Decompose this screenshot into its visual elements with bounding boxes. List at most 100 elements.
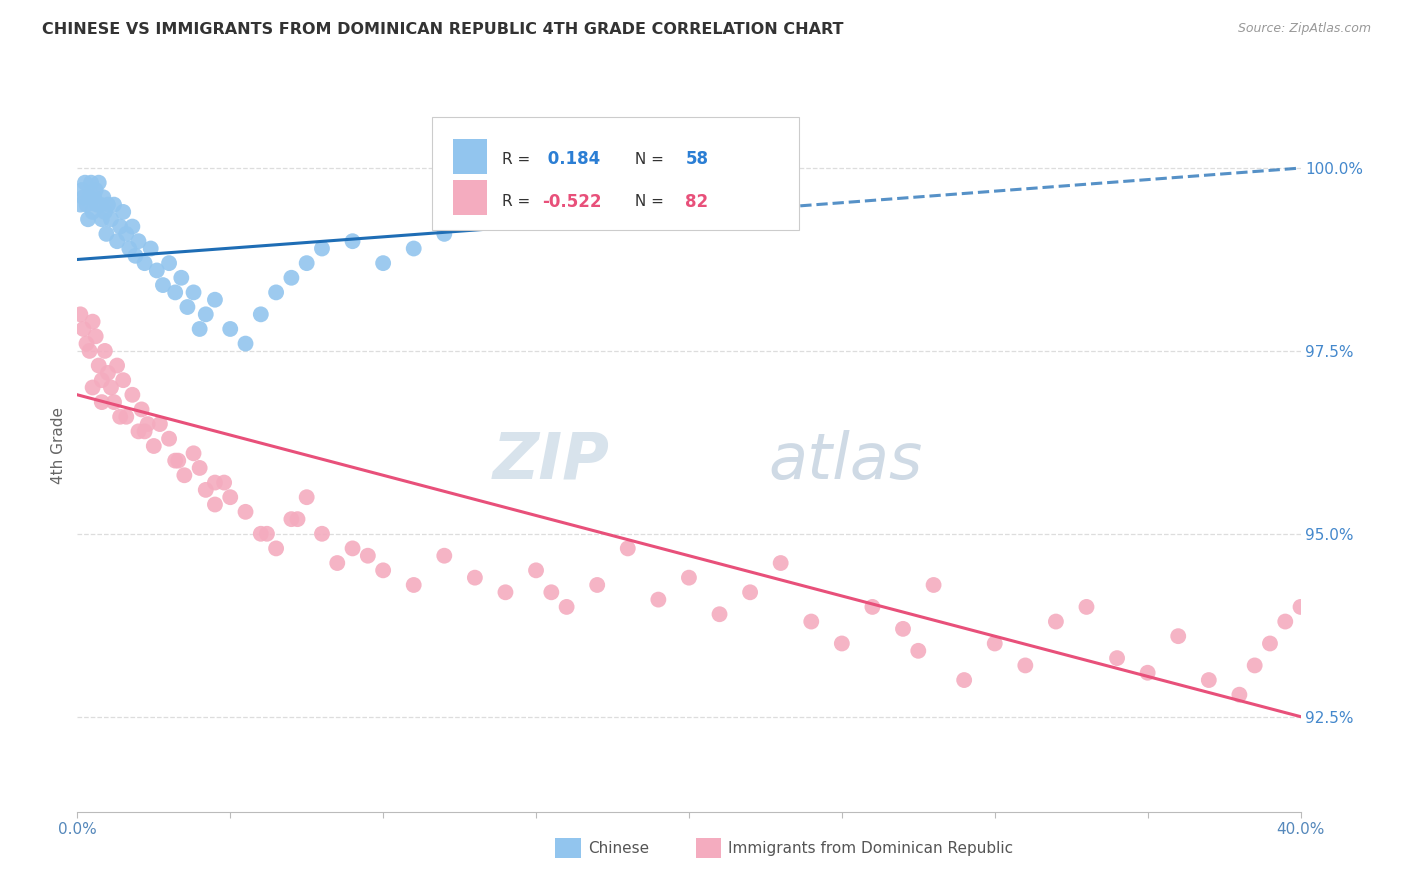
Point xyxy=(72,322,94,336)
Point xyxy=(157,256,180,270)
Point xyxy=(86,197,108,211)
Point xyxy=(1107,651,1129,665)
Point xyxy=(83,190,105,204)
Point xyxy=(121,219,143,234)
Point xyxy=(183,285,205,300)
Point xyxy=(1136,665,1159,680)
Text: 0.184: 0.184 xyxy=(543,150,600,169)
Point xyxy=(402,242,425,256)
Point xyxy=(167,453,190,467)
Point xyxy=(524,563,547,577)
Point xyxy=(84,329,107,343)
Point xyxy=(311,242,333,256)
Point xyxy=(740,585,762,599)
Text: R =: R = xyxy=(502,194,534,210)
Point xyxy=(1258,636,1281,650)
Point xyxy=(77,212,100,227)
Point xyxy=(235,505,257,519)
Point xyxy=(280,270,302,285)
Point xyxy=(69,307,91,321)
Text: 58: 58 xyxy=(685,150,709,169)
Point xyxy=(84,183,107,197)
Point xyxy=(678,176,700,190)
Point xyxy=(464,212,486,227)
Point xyxy=(250,526,273,541)
Text: 82: 82 xyxy=(685,193,709,211)
Point xyxy=(800,615,823,629)
Point xyxy=(121,388,143,402)
Point xyxy=(204,498,226,512)
Text: R =: R = xyxy=(502,152,534,167)
Point xyxy=(264,285,287,300)
Text: N =: N = xyxy=(630,194,669,210)
Point xyxy=(139,242,162,256)
Point xyxy=(69,197,91,211)
Point xyxy=(142,439,165,453)
Point xyxy=(433,227,456,241)
Text: atlas: atlas xyxy=(769,430,922,491)
Point xyxy=(100,212,122,227)
Point xyxy=(112,373,135,387)
Point xyxy=(433,549,456,563)
Point xyxy=(235,336,257,351)
Point xyxy=(1289,599,1312,614)
Point xyxy=(371,256,394,270)
Point xyxy=(72,190,94,204)
Point xyxy=(105,359,128,373)
Point xyxy=(128,425,150,439)
Point xyxy=(311,526,333,541)
Point xyxy=(87,359,110,373)
Point xyxy=(617,541,640,556)
Point xyxy=(82,205,104,219)
Point xyxy=(89,197,111,211)
Point xyxy=(555,190,578,204)
Point xyxy=(146,263,169,277)
Text: CHINESE VS IMMIGRANTS FROM DOMINICAN REPUBLIC 4TH GRADE CORRELATION CHART: CHINESE VS IMMIGRANTS FROM DOMINICAN REP… xyxy=(42,22,844,37)
Point xyxy=(97,197,120,211)
Point xyxy=(128,234,150,248)
Point xyxy=(357,549,380,563)
Text: Source: ZipAtlas.com: Source: ZipAtlas.com xyxy=(1237,22,1371,36)
Point xyxy=(188,322,211,336)
Point xyxy=(79,343,101,358)
Point xyxy=(1167,629,1189,643)
Point xyxy=(1229,688,1251,702)
Point xyxy=(219,490,242,504)
Point xyxy=(134,256,156,270)
Point xyxy=(108,219,131,234)
Point xyxy=(76,197,98,211)
Point xyxy=(280,512,302,526)
Point xyxy=(82,380,104,394)
Point xyxy=(862,599,884,614)
Point xyxy=(984,636,1007,650)
Point xyxy=(342,234,364,248)
Text: Immigrants from Dominican Republic: Immigrants from Dominican Republic xyxy=(728,841,1014,855)
Point xyxy=(165,285,187,300)
Point xyxy=(250,307,273,321)
Point xyxy=(1014,658,1036,673)
Point xyxy=(204,475,226,490)
Point xyxy=(204,293,226,307)
Point xyxy=(149,417,172,431)
Point xyxy=(152,278,174,293)
Point xyxy=(90,373,112,387)
Point xyxy=(188,461,211,475)
Point xyxy=(76,336,98,351)
Point xyxy=(194,307,217,321)
Point xyxy=(555,599,578,614)
Point xyxy=(212,475,235,490)
Point xyxy=(165,453,187,467)
Point xyxy=(831,636,853,650)
Point xyxy=(176,300,198,314)
Point xyxy=(953,673,976,687)
Point xyxy=(740,169,762,183)
Point xyxy=(617,183,640,197)
Point xyxy=(256,526,278,541)
Point xyxy=(170,270,193,285)
Point xyxy=(769,556,792,570)
Point xyxy=(157,432,180,446)
Point xyxy=(219,322,242,336)
Point xyxy=(105,234,128,248)
Point xyxy=(709,607,731,622)
Point xyxy=(115,227,138,241)
